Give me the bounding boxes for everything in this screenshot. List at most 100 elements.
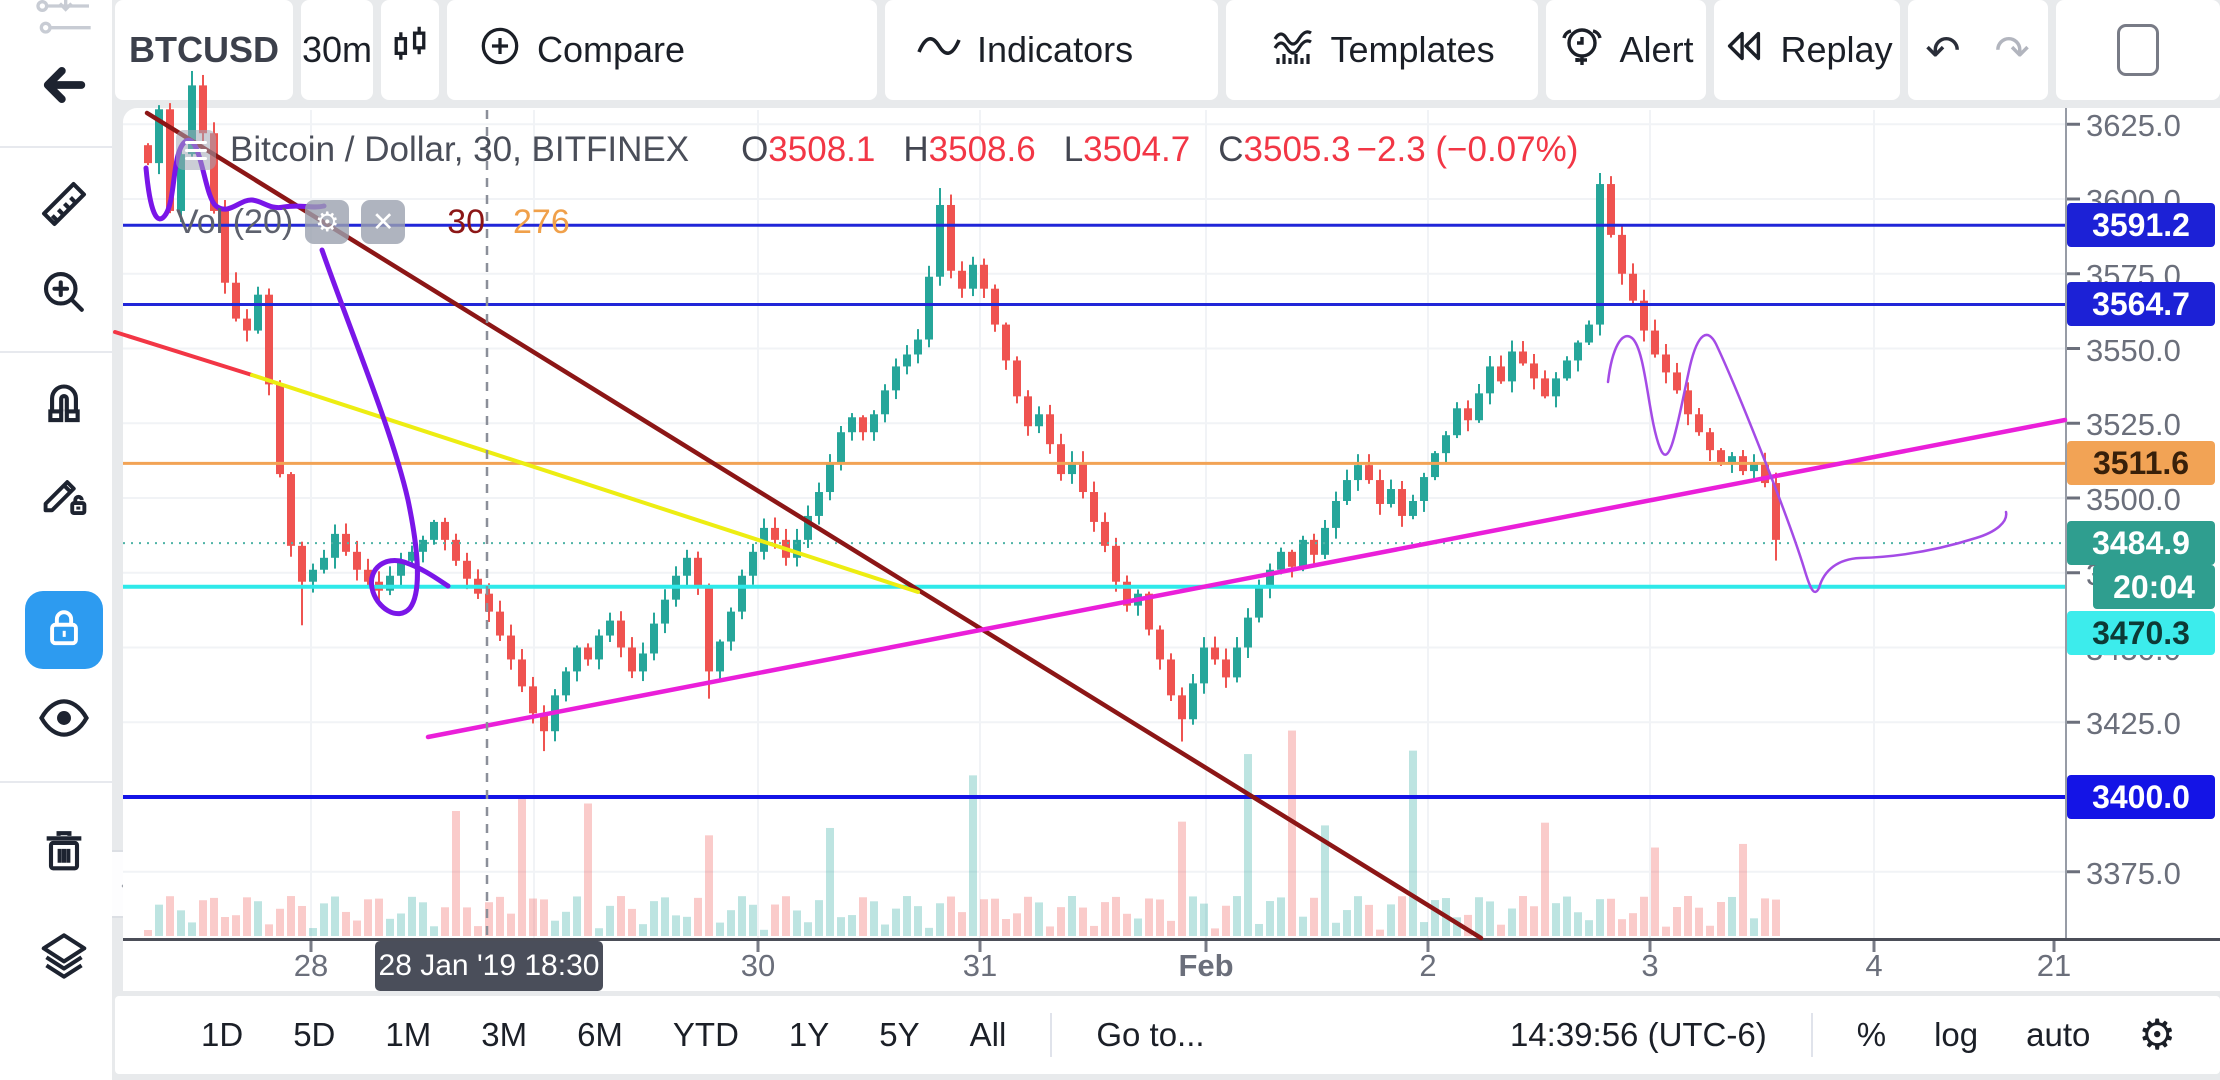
symbol-button[interactable]: BTCUSD	[115, 0, 293, 100]
magnet-icon[interactable]	[34, 376, 94, 436]
range-5y[interactable]: 5Y	[879, 1016, 920, 1053]
close-label: C	[1218, 130, 1244, 169]
ohlc-values: O 3508.1 H 3508.6 L 3504.7 C 3505.3 −2.3 (−0…	[741, 130, 1578, 170]
crosshair-settings-icon[interactable]	[34, 0, 94, 46]
price-tick-label: 3425.0	[2086, 706, 2181, 742]
volume-indicator-row: Vol (20) ⚙ ✕ 30 276	[176, 200, 570, 244]
replay-label: Replay	[1780, 29, 1893, 70]
volume-value: 276	[513, 202, 570, 241]
range-5d[interactable]: 5D	[293, 1016, 336, 1053]
range-ytd[interactable]: YTD	[672, 1016, 739, 1053]
screenshot-frame-icon	[2116, 24, 2159, 76]
price-tick-label: 3550.0	[2086, 332, 2181, 368]
indicators-label: Indicators	[977, 29, 1134, 70]
open-value: 3508.1	[768, 130, 876, 169]
sidebar-divider	[0, 146, 112, 148]
indicators-button[interactable]: Indicators	[885, 0, 1218, 100]
gear-icon: ⚙	[315, 206, 340, 237]
candlestick-icon	[388, 24, 432, 77]
bar-countdown-label: 20:04	[2093, 565, 2215, 609]
replay-button[interactable]: Replay	[1713, 0, 1900, 100]
settings-gear-icon[interactable]: ⚙	[2138, 1011, 2176, 1058]
crosshair-date-tooltip: 28 Jan '19 18:30	[375, 941, 603, 991]
range-1m[interactable]: 1M	[385, 1016, 432, 1053]
hide-drawings-icon[interactable]	[34, 688, 94, 748]
time-tick-label: 31	[962, 948, 998, 983]
top-toolbar: BTCUSD 30m Compare	[115, 0, 2220, 100]
legend-title: Bitcoin / Dollar, 30, BITFINEX	[230, 130, 690, 169]
tooltip-text: 28 Jan '19 18:30	[378, 949, 600, 982]
range-3m[interactable]: 3M	[481, 1016, 528, 1053]
price-level-label: 3400.0	[2067, 775, 2215, 819]
time-tick-label: 30	[740, 948, 776, 983]
templates-label: Templates	[1330, 29, 1495, 70]
alert-icon	[1558, 22, 1606, 79]
time-tick-label: 21	[2036, 948, 2072, 983]
trash-icon[interactable]	[34, 821, 94, 881]
volume-settings-button[interactable]: ⚙	[305, 200, 350, 244]
price-tick-label: 3500.0	[2086, 482, 2181, 517]
low-value: 3504.7	[1083, 130, 1191, 169]
zoom-in-icon[interactable]	[34, 262, 94, 322]
time-tick-label: 4	[1865, 948, 1883, 983]
back-arrow-icon[interactable]	[34, 55, 94, 115]
templates-button[interactable]: Templates	[1225, 0, 1538, 100]
redo-icon[interactable]: ↷	[1994, 26, 2030, 74]
goto-button[interactable]: Go to...	[1096, 1016, 1205, 1053]
percent-scale-toggle[interactable]: %	[1856, 1016, 1887, 1053]
price-level-label: 3591.2	[2067, 203, 2215, 247]
price-tick-label: 3525.0	[2086, 407, 2181, 443]
time-tick-label: 28	[293, 948, 329, 983]
range-switcher: 1D 5D 1M 3M 6M YTD 1Y 5Y All	[201, 1016, 1006, 1054]
sidebar-divider	[0, 351, 112, 353]
change-value: −2.3 (−0.07%)	[1356, 130, 1579, 169]
symbol-label: BTCUSD	[129, 29, 279, 70]
high-label: H	[903, 130, 929, 169]
object-tree-layers-icon[interactable]	[34, 926, 94, 986]
compare-label: Compare	[537, 29, 686, 70]
price-level-label: 3470.3	[2067, 611, 2215, 655]
range-1y[interactable]: 1Y	[788, 1016, 830, 1053]
volume-remove-button[interactable]: ✕	[361, 200, 406, 244]
auto-scale-toggle[interactable]: auto	[2026, 1016, 2091, 1053]
lock-icon	[38, 602, 90, 659]
price-level-label: 3484.9	[2067, 521, 2215, 565]
history-group: ↶ ↷	[1907, 0, 2048, 100]
open-label: O	[741, 130, 769, 169]
chart-legend: Bitcoin / Dollar, 30, BITFINEX O 3508.1 H…	[176, 130, 1578, 170]
lock-all-drawings-button[interactable]	[25, 591, 103, 669]
alert-button[interactable]: Alert	[1545, 0, 1706, 100]
price-tick-label: 3625.0	[2086, 108, 2181, 144]
low-label: L	[1063, 130, 1084, 169]
indicators-icon	[915, 22, 963, 79]
chart-style-button[interactable]	[381, 0, 439, 100]
range-6m[interactable]: 6M	[577, 1016, 623, 1053]
clock[interactable]: 14:39:56 (UTC-6)	[1509, 1016, 1767, 1053]
close-icon: ✕	[371, 206, 395, 237]
alert-label: Alert	[1619, 29, 1694, 70]
log-scale-toggle[interactable]: log	[1934, 1016, 1979, 1053]
interval-label: 30m	[301, 29, 373, 70]
price-level-label: 3564.7	[2067, 282, 2215, 326]
interval-button[interactable]: 30m	[301, 0, 373, 100]
screenshot-button[interactable]	[2055, 0, 2220, 100]
close-value: 3505.3	[1243, 130, 1351, 169]
range-1d[interactable]: 1D	[201, 1016, 244, 1053]
undo-icon[interactable]: ↶	[1925, 26, 1961, 74]
drawing-sidebar	[0, 0, 112, 1080]
range-all[interactable]: All	[969, 1016, 1007, 1053]
volume-label: Vol (20)	[176, 202, 294, 241]
templates-icon	[1269, 22, 1317, 79]
compare-icon	[477, 23, 523, 78]
draw-lock-icon[interactable]	[34, 464, 94, 524]
compare-button[interactable]: Compare	[447, 0, 877, 100]
footer-divider	[1050, 1013, 1053, 1057]
sidebar-divider	[0, 781, 112, 783]
time-tick-label: Feb	[1178, 948, 1234, 983]
ruler-icon[interactable]	[34, 174, 94, 234]
time-tick-label: 3	[1641, 948, 1659, 983]
volume-ma-value: 30	[447, 202, 486, 241]
footer-divider	[1810, 1013, 1813, 1057]
legend-settings-icon[interactable]	[176, 130, 216, 170]
